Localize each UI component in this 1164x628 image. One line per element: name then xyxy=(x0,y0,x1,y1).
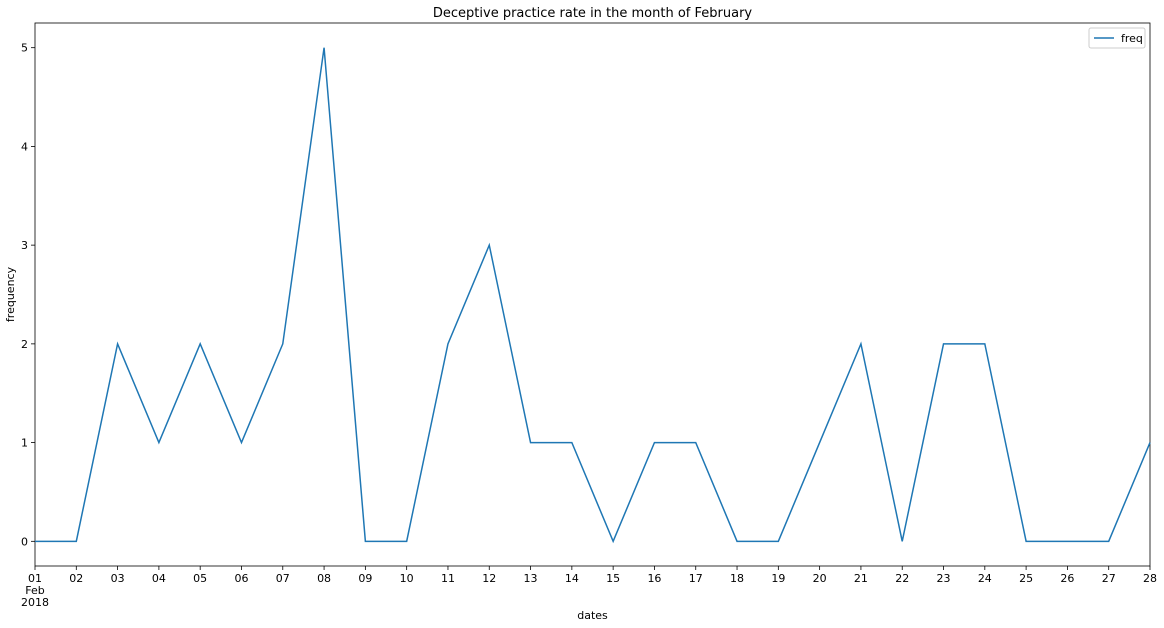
x-tick-sublabel: 2018 xyxy=(21,596,49,609)
x-tick-label: 21 xyxy=(854,572,868,585)
x-tick-label: 07 xyxy=(276,572,290,585)
x-tick-label: 05 xyxy=(193,572,207,585)
chart-title: Deceptive practice rate in the month of … xyxy=(433,6,753,21)
x-tick-label: 10 xyxy=(400,572,414,585)
x-tick-label: 03 xyxy=(111,572,125,585)
x-tick-label: 17 xyxy=(689,572,703,585)
x-tick-label: 27 xyxy=(1102,572,1116,585)
y-tick-label: 5 xyxy=(21,42,28,55)
series-line-freq xyxy=(35,47,1151,544)
x-tick-label: 23 xyxy=(937,572,951,585)
plot-frame xyxy=(34,22,1151,567)
x-axis: 01 02 03 04 05 06 07 08 09 10 11 12 13 14 15 16 17 18 19 20… xyxy=(21,566,1157,609)
x-tick-label: 20 xyxy=(813,572,827,585)
x-tick-label: 22 xyxy=(895,572,909,585)
y-tick-label: 4 xyxy=(21,140,28,153)
x-tick-label: 24 xyxy=(978,572,992,585)
x-tick-label: 25 xyxy=(1019,572,1033,585)
x-tick-label: 13 xyxy=(524,572,538,585)
x-tick-label: 16 xyxy=(647,572,661,585)
x-tick-label: 06 xyxy=(234,572,248,585)
legend-box xyxy=(1088,27,1146,49)
x-tick-label: 19 xyxy=(771,572,785,585)
x-tick-label: 01 xyxy=(28,572,42,585)
legend-label-freq: freq xyxy=(1121,32,1143,45)
x-tick-label: 12 xyxy=(482,572,496,585)
x-axis-title: dates xyxy=(577,609,608,622)
x-tick-label: 04 xyxy=(152,572,166,585)
x-tick-label: 18 xyxy=(730,572,744,585)
y-tick-label: 2 xyxy=(21,338,28,351)
y-tick-label: 1 xyxy=(21,437,28,450)
legend: freq xyxy=(1088,27,1146,49)
x-tick-label: 14 xyxy=(565,572,579,585)
x-tick-label: 11 xyxy=(441,572,455,585)
x-tick-label: 26 xyxy=(1060,572,1074,585)
y-tick-label: 3 xyxy=(21,239,28,252)
x-tick-label: 02 xyxy=(69,572,83,585)
y-axis: 0 1 2 3 4 5 xyxy=(21,42,35,548)
y-tick-label: 0 xyxy=(21,535,28,548)
y-axis-title: frequency xyxy=(4,266,17,322)
x-tick-label: 28 xyxy=(1143,572,1157,585)
x-tick-label: 08 xyxy=(317,572,331,585)
x-tick-label: 15 xyxy=(606,572,620,585)
x-tick-sublabel: Feb xyxy=(25,584,44,597)
x-tick-label: 09 xyxy=(358,572,372,585)
